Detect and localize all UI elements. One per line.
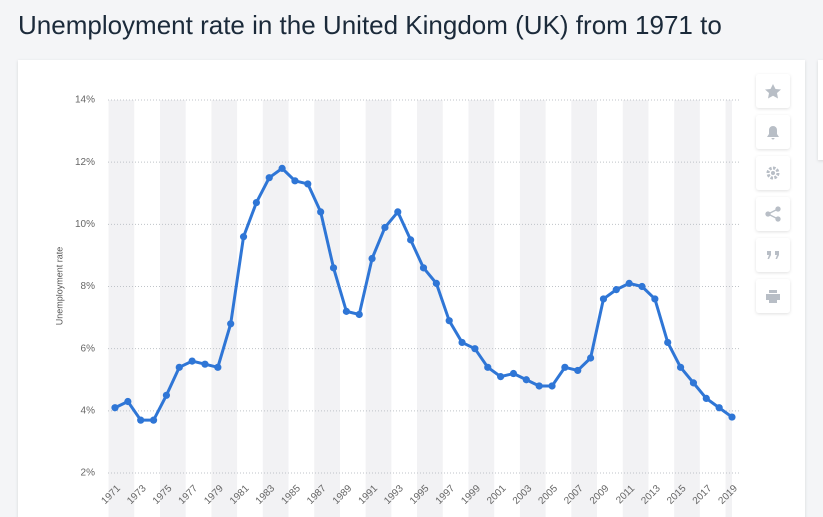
band [417, 100, 443, 517]
point [676, 363, 685, 371]
y-tick-label: 12% [75, 157, 95, 168]
point [664, 338, 672, 347]
chart-card [18, 60, 805, 517]
y-tick-label: 2% [81, 468, 96, 479]
point [522, 376, 530, 384]
point [214, 363, 222, 371]
point [432, 279, 440, 287]
point [291, 177, 299, 185]
point [497, 373, 505, 381]
point [137, 416, 145, 424]
y-axis-title: Unemployment rate [54, 247, 64, 326]
point [535, 382, 543, 390]
point [702, 394, 710, 402]
point [368, 254, 376, 263]
point [111, 404, 119, 412]
point [381, 223, 389, 232]
band [159, 100, 186, 517]
favorite-button[interactable] [756, 74, 790, 108]
point [471, 345, 479, 353]
point [445, 317, 453, 325]
band [519, 100, 546, 517]
point [715, 404, 723, 412]
band [725, 100, 732, 517]
point [317, 208, 325, 216]
y-tick-label: 4% [81, 405, 96, 416]
y-tick-label: 6% [81, 343, 96, 354]
point [239, 233, 248, 241]
point [638, 282, 646, 291]
point [612, 286, 620, 294]
band [622, 100, 649, 517]
print-button[interactable] [756, 279, 790, 313]
point [419, 264, 428, 272]
point [394, 208, 402, 216]
band [468, 100, 495, 517]
point [162, 391, 171, 399]
point [625, 279, 633, 287]
point [149, 416, 158, 424]
point [587, 354, 595, 362]
settings-button[interactable] [756, 156, 790, 190]
point [355, 310, 363, 319]
plot-area: 2%4%6%8%10%12%14%1971 1973 1975 1977 1979 198… [75, 95, 740, 517]
band [365, 100, 392, 517]
point [689, 379, 698, 387]
point [599, 295, 608, 303]
point [574, 366, 582, 375]
point [484, 363, 492, 371]
y-tick-label: 8% [81, 281, 96, 292]
band [108, 100, 135, 517]
band [262, 100, 289, 517]
point [548, 382, 556, 390]
point [124, 397, 132, 406]
chart-title: Unemployment rate in the United Kingdom … [18, 10, 722, 40]
point [509, 369, 518, 378]
point [458, 338, 466, 347]
y-tick-label: 10% [75, 219, 95, 230]
point [304, 180, 312, 188]
toolbar [756, 74, 790, 313]
side-card [818, 60, 823, 160]
point [278, 164, 286, 172]
point [265, 174, 273, 182]
point [728, 413, 736, 421]
y-tick-label: 14% [75, 95, 95, 106]
cite-button[interactable] [756, 238, 790, 272]
point [342, 307, 350, 315]
alert-button[interactable] [756, 115, 790, 149]
band [314, 100, 340, 517]
point [407, 236, 415, 244]
point [329, 264, 338, 272]
point [201, 360, 209, 368]
band [674, 100, 700, 517]
share-button[interactable] [756, 197, 790, 231]
point [175, 363, 183, 371]
point [227, 320, 235, 328]
point [252, 198, 260, 207]
point [651, 295, 659, 303]
band [571, 100, 598, 517]
point [188, 357, 196, 365]
point [561, 363, 569, 371]
